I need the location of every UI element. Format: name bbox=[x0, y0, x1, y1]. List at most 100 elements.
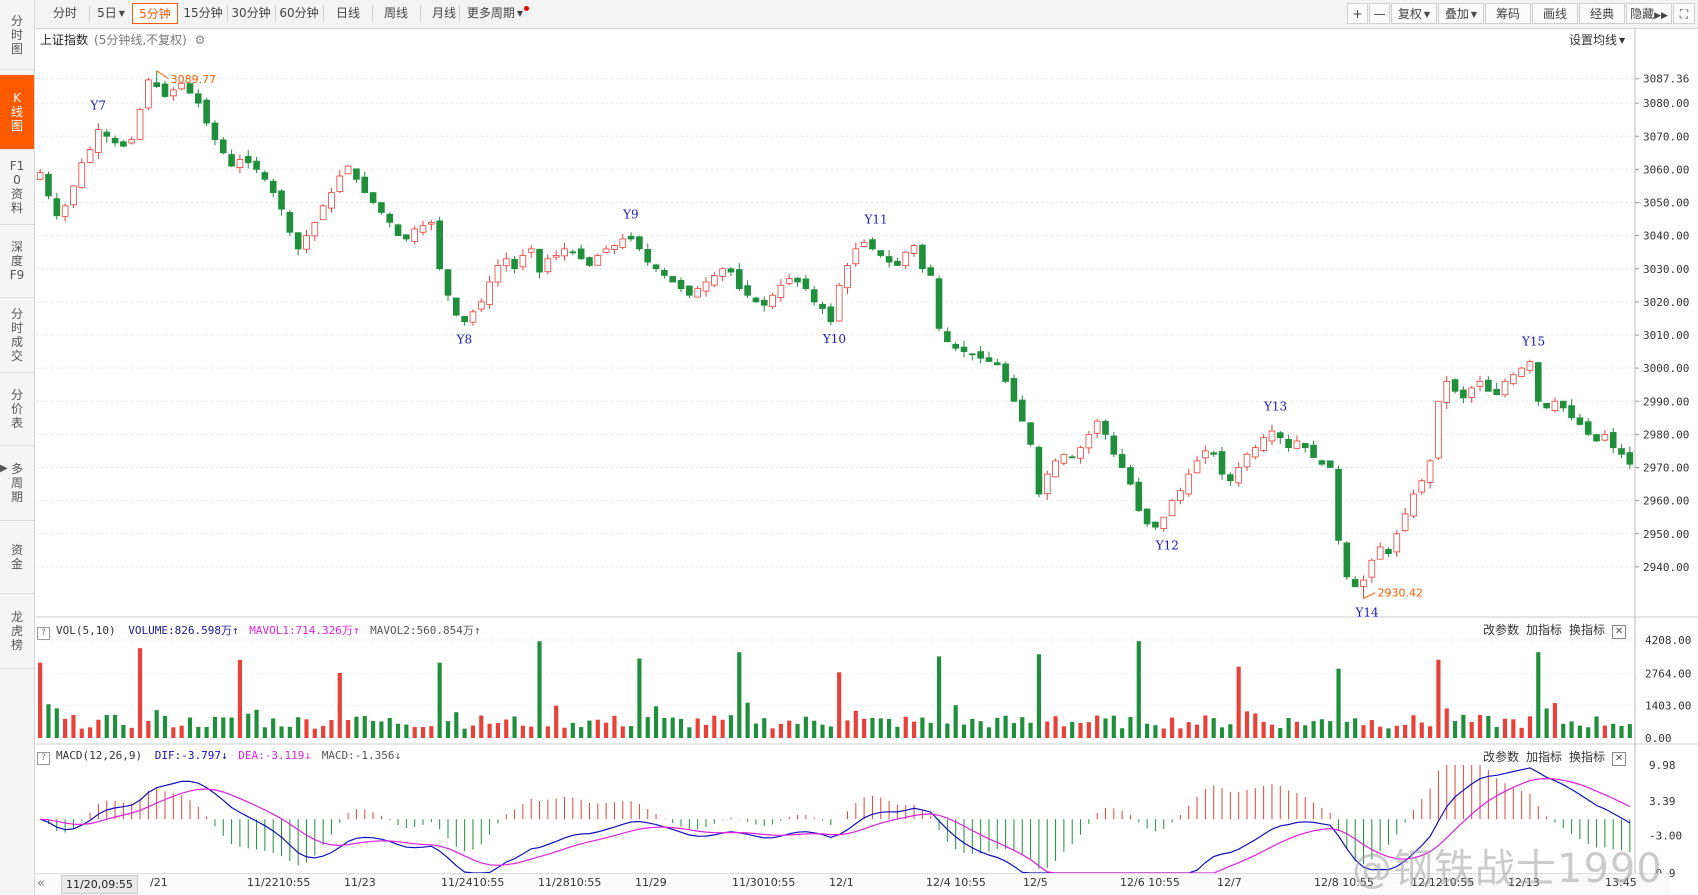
turning-point-mark-y9: Y9 bbox=[622, 207, 639, 221]
candle-body bbox=[627, 235, 635, 240]
chips-button[interactable]: 筹码 bbox=[1485, 3, 1531, 24]
tab-30min[interactable]: 30分钟 bbox=[231, 6, 271, 20]
candle-body bbox=[1410, 493, 1417, 517]
mavol2-value: MAVOL2:560.854万 bbox=[370, 624, 474, 637]
fuquan-button[interactable]: 复权 ▼ bbox=[1391, 3, 1437, 24]
help-icon[interactable]: ? bbox=[37, 752, 50, 765]
candle-body bbox=[852, 248, 860, 265]
candle-body bbox=[827, 306, 835, 323]
switch-indicator-button[interactable]: 换指标 bbox=[1569, 750, 1606, 764]
hide-button[interactable]: 隐藏▶▶ bbox=[1626, 3, 1672, 24]
zoom-in-button[interactable]: + bbox=[1347, 3, 1368, 24]
candle-body bbox=[211, 122, 219, 140]
candle-body bbox=[1135, 481, 1143, 511]
dif-value: DIF:-3.797 bbox=[154, 749, 221, 762]
candle-body bbox=[1451, 379, 1459, 392]
sidebar-item-fenshi[interactable]: 分时图 bbox=[0, 0, 34, 70]
time-tick-label: 11/2210:55 bbox=[247, 876, 311, 889]
tab-60min[interactable]: 60分钟 bbox=[279, 6, 319, 20]
collapse-arrow-icon[interactable]: ▶ bbox=[0, 463, 8, 474]
candle-body bbox=[569, 251, 577, 254]
dropdown-arrow-icon: ▼ bbox=[1470, 10, 1478, 19]
change-params-button[interactable]: 改参数 bbox=[1483, 623, 1520, 637]
sidebar-item-ticks[interactable]: 分时成交 bbox=[0, 298, 34, 373]
candle-body bbox=[461, 316, 468, 323]
overlay-button[interactable]: 叠加 ▼ bbox=[1438, 3, 1484, 24]
candle-body bbox=[1593, 434, 1600, 442]
change-params-button[interactable]: 改参数 bbox=[1483, 750, 1520, 764]
tab-monthly[interactable]: 月线 bbox=[431, 6, 456, 20]
candle-body bbox=[1218, 451, 1226, 475]
sidebar-item-price-table[interactable]: 分价表 bbox=[0, 373, 34, 446]
candle-body bbox=[145, 79, 152, 109]
candle-body bbox=[452, 297, 460, 316]
vol-panel-actions: 改参数 加指标 换指标 ✕ bbox=[1483, 621, 1633, 639]
tab-5min[interactable]: 5分钟 bbox=[132, 3, 178, 24]
fullscreen-button[interactable]: ⛶ bbox=[1673, 3, 1695, 24]
tab-15min[interactable]: 15分钟 bbox=[183, 6, 223, 20]
candle-body bbox=[1318, 460, 1326, 465]
price-tick-label: 3080.00 bbox=[1643, 97, 1689, 110]
dropdown-arrow-icon: ▼ bbox=[1619, 36, 1626, 45]
tab-fenshi[interactable]: 分时 bbox=[52, 6, 77, 20]
sidebar-item-multi-period[interactable]: 多周期 bbox=[0, 446, 34, 521]
candle-body bbox=[36, 172, 44, 180]
sidebar-item-dragon-tiger[interactable]: 龙虎榜 bbox=[0, 594, 34, 669]
sidebar-item-kline[interactable]: K线图 bbox=[0, 75, 34, 150]
add-indicator-button[interactable]: 加指标 bbox=[1526, 750, 1563, 764]
close-panel-icon[interactable]: ✕ bbox=[1612, 625, 1627, 639]
turning-point-mark-y11: Y11 bbox=[863, 212, 887, 226]
candle-body bbox=[611, 245, 618, 251]
tab-daily[interactable]: 日线 bbox=[335, 6, 360, 20]
candle-body bbox=[561, 248, 568, 257]
candle-body bbox=[744, 285, 751, 296]
candle-body bbox=[1260, 437, 1267, 451]
candle-body bbox=[1235, 467, 1242, 484]
candle-body bbox=[1293, 440, 1301, 449]
time-tick-label: /21 bbox=[150, 876, 168, 889]
candle-body bbox=[1418, 480, 1426, 493]
settings-gear-icon[interactable]: ⚙ bbox=[194, 33, 206, 47]
tab-more-periods[interactable]: 更多周期 ▼ bbox=[462, 3, 534, 24]
tab-weekly[interactable]: 周线 bbox=[383, 6, 408, 20]
overlay-label: 叠加 bbox=[1444, 7, 1469, 21]
set-ma-button[interactable]: 设置均线 ▼ bbox=[1569, 31, 1625, 48]
candle-body bbox=[494, 265, 502, 283]
turning-point-mark-y10: Y10 bbox=[822, 332, 846, 346]
zoom-out-button[interactable]: — bbox=[1369, 3, 1390, 24]
candle-body bbox=[53, 198, 61, 217]
sidebar-item-depth[interactable]: 深度F9 bbox=[0, 225, 34, 298]
candle-body bbox=[844, 265, 851, 289]
tab-5day[interactable]: 5日 ▼ bbox=[91, 3, 131, 24]
dropdown-arrow-icon: ▼ bbox=[516, 9, 524, 18]
add-indicator-button[interactable]: 加指标 bbox=[1526, 623, 1563, 637]
down-arrow-icon: ↓ bbox=[220, 749, 228, 762]
candle-body bbox=[294, 232, 302, 250]
candle-body bbox=[536, 248, 543, 273]
candle-body bbox=[1609, 432, 1617, 449]
candle-body bbox=[1185, 473, 1193, 495]
high-pointer bbox=[156, 70, 169, 80]
candle-body bbox=[1485, 379, 1492, 392]
candle-body bbox=[977, 351, 984, 359]
draw-line-button[interactable]: 画线 bbox=[1532, 3, 1578, 24]
close-panel-icon[interactable]: ✕ bbox=[1612, 752, 1627, 766]
macd-tick-label: 3.39 bbox=[1649, 795, 1676, 808]
sidebar-item-f10[interactable]: F10资料 bbox=[0, 150, 34, 225]
candle-body bbox=[111, 137, 119, 144]
price-tick-label: 3010.00 bbox=[1643, 329, 1689, 342]
price-tick-label: 3040.00 bbox=[1643, 230, 1689, 243]
candle-body bbox=[735, 269, 743, 290]
candle-body bbox=[652, 264, 660, 270]
scroll-left-icon[interactable]: « bbox=[37, 876, 45, 891]
candle-body bbox=[244, 155, 252, 164]
help-icon[interactable]: ? bbox=[37, 627, 50, 640]
candle-body bbox=[1018, 399, 1026, 422]
watermark: @钢铁战士1990 bbox=[1352, 846, 1663, 892]
classic-button[interactable]: 经典 bbox=[1579, 3, 1625, 24]
price-tick-label: 2940.00 bbox=[1643, 561, 1689, 574]
sidebar-item-capital[interactable]: 资金 bbox=[0, 521, 34, 594]
switch-indicator-button[interactable]: 换指标 bbox=[1569, 623, 1606, 637]
candle-body bbox=[386, 213, 394, 223]
